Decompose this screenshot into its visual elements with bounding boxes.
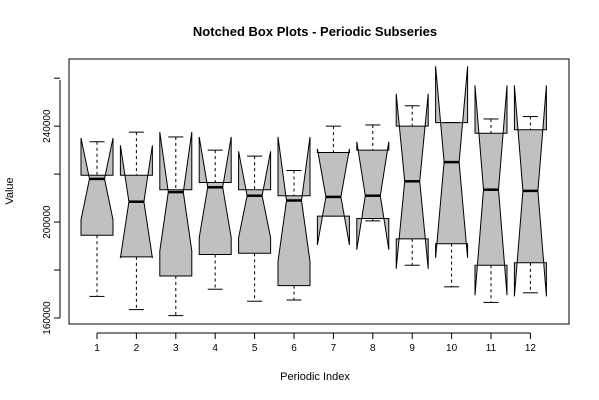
chart-title: Notched Box Plots - Periodic Subseries xyxy=(193,24,437,39)
box-11 xyxy=(474,85,508,303)
notched-box xyxy=(238,151,272,254)
box-6 xyxy=(277,136,311,301)
x-tick-label: 5 xyxy=(252,343,258,354)
notched-box xyxy=(80,137,114,236)
x-tick-label: 1 xyxy=(94,343,100,354)
y-tick-label: 200000 xyxy=(42,205,53,239)
notched-box xyxy=(277,136,311,287)
notched-box xyxy=(159,132,193,277)
x-tick-label: 4 xyxy=(212,343,218,354)
box-3 xyxy=(159,132,193,317)
y-axis: 160000 200000 240000 xyxy=(42,77,61,335)
plot-frame xyxy=(68,58,570,325)
box-4 xyxy=(198,136,232,290)
x-tick-label: 7 xyxy=(331,343,337,354)
box-series xyxy=(80,66,547,317)
x-tick-label: 8 xyxy=(370,343,376,354)
box-2 xyxy=(119,131,153,311)
y-axis-label: Value xyxy=(4,177,16,204)
notched-box xyxy=(198,136,232,255)
box-8 xyxy=(356,124,390,250)
x-tick-label: 10 xyxy=(446,343,458,354)
box-10 xyxy=(435,66,469,288)
box-12 xyxy=(513,85,547,297)
box-5 xyxy=(238,151,272,302)
y-tick-label: 240000 xyxy=(42,109,53,143)
box-9 xyxy=(395,93,429,269)
x-tick-label: 12 xyxy=(525,343,537,354)
x-tick-label: 3 xyxy=(173,343,179,354)
x-tick-label: 6 xyxy=(291,343,297,354)
x-tick-label: 2 xyxy=(134,343,140,354)
box-1 xyxy=(80,137,114,297)
y-tick-label: 160000 xyxy=(42,301,53,335)
x-axis-label: Periodic Index xyxy=(280,371,350,383)
x-tick-label: 9 xyxy=(409,343,415,354)
x-axis: 1 2 3 4 5 6 7 8 9 10 11 12 xyxy=(94,332,537,354)
box-7 xyxy=(316,125,350,245)
x-tick-label: 11 xyxy=(486,343,497,354)
